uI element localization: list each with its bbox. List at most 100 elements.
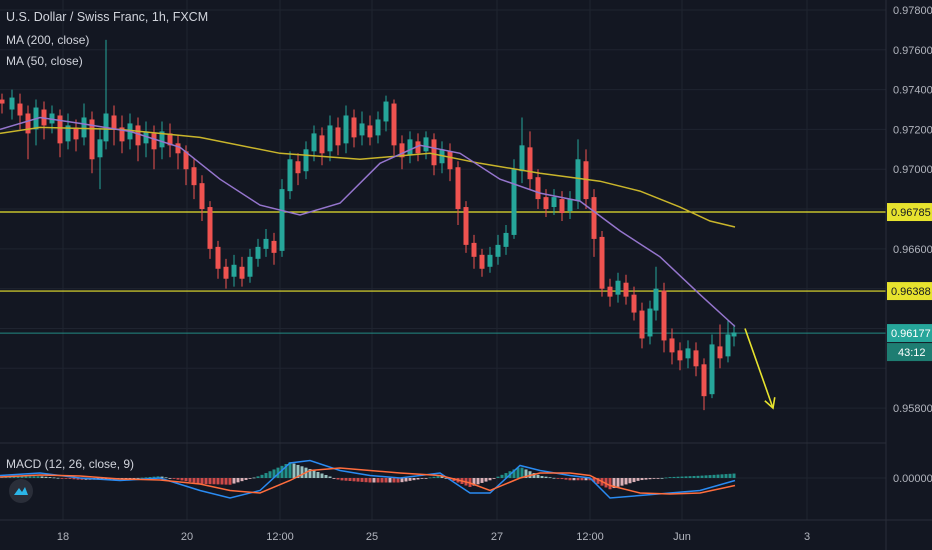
candle-21 [167,123,173,158]
tradingview-logo-icon[interactable] [9,479,33,503]
price-tick-label: 0.97600 [893,45,932,57]
macd-histogram-bar [556,478,560,479]
macd-histogram-bar [480,478,484,483]
candle-18 [143,121,149,158]
macd-histogram-bar [364,478,368,483]
ma50-legend[interactable]: MA (50, close) [6,54,83,68]
price-tick-label: 0.97200 [893,124,932,136]
candle-body [143,131,149,144]
candle-36 [287,151,293,200]
macd-histogram-bar [348,478,352,481]
candle-9 [73,119,79,152]
candle-body [551,197,557,208]
candle-body [343,115,349,144]
macd-histogram-bar [392,478,396,483]
candle-22 [175,135,181,170]
macd-histogram-bar [564,478,568,480]
macd-histogram-bar [156,476,160,478]
macd-histogram-bar [676,476,680,478]
macd-histogram-bar [148,476,152,478]
macd-histogram-bar [16,476,20,478]
candle-body [97,139,103,158]
time-tick-label: 12:00 [266,531,294,543]
macd-histogram-bar [104,478,108,480]
candle-body [479,254,485,269]
candle-31 [247,248,253,283]
candle-35 [279,179,285,257]
macd-histogram-bar [404,478,408,482]
macd-histogram-bar [368,478,372,483]
candle-58 [463,201,469,253]
macd-histogram-bar [244,478,248,480]
candle-body [559,199,565,214]
candle-body [471,242,477,257]
candle-87 [693,342,699,377]
candle-body [607,286,613,297]
candle-body [215,246,221,269]
candle-body [247,256,253,277]
price-axis[interactable]: 0.97800 0.97600 0.97400 0.97200 0.97000 0.966… [893,5,932,485]
macd-histogram-bar [276,467,280,478]
candle-90 [717,324,723,369]
macd-histogram-bar [132,478,136,479]
macd-panel [0,459,736,499]
price-tag-text: 0.96177 [891,328,931,340]
candle-body [647,308,653,337]
candle-body [653,288,659,311]
ma200-line [0,126,736,228]
macd-histogram-bar [200,478,204,484]
price-tag-bg [887,282,932,301]
horizontal-levels[interactable] [0,211,886,334]
candle-body [503,232,509,247]
time-tick-label: 27 [491,531,503,543]
macd-histogram-bar [516,467,520,478]
candle-30 [239,256,245,287]
candle-body [631,294,637,313]
candle-body [447,151,453,170]
candle-51 [407,131,413,164]
candle-46 [367,115,373,146]
macd-histogram-bar [696,475,700,478]
candle-53 [423,131,429,160]
candle-44 [351,109,357,148]
time-axis[interactable]: 18 20 12:00 25 27 12:00 Jun 3 [57,531,810,543]
candle-body [669,338,675,353]
macd-histogram-bar [552,477,556,479]
candle-89 [709,334,715,399]
macd-legend[interactable]: MACD (12, 26, close, 9) [6,457,135,471]
macd-histogram-bar [228,478,232,485]
macd-histogram-bar [388,478,392,483]
macd-histogram-bar [328,476,332,478]
candle-83 [661,282,667,353]
time-tick-label: 18 [57,531,69,543]
candle-79 [631,286,637,321]
candle-body [709,344,715,395]
price-tick-label: 0.96600 [893,244,932,256]
macd-histogram-bar [408,478,412,481]
candle-body [335,127,341,146]
macd-histogram-bar [60,478,64,479]
candle-body [407,139,413,156]
macd-histogram-bar [64,478,68,479]
candle-body [319,135,325,154]
macd-histogram-bar [344,478,348,481]
candle-body [567,199,573,212]
symbol-title[interactable]: U.S. Dollar / Swiss Franc, 1h, FXCM [6,10,209,24]
macd-histogram-bar [136,477,140,479]
macd-histogram-bar [308,469,312,478]
macd-histogram-bar [48,477,52,478]
arrow-shaft[interactable] [744,328,774,409]
macd-histogram-bar [372,478,376,483]
projection-arrow[interactable] [744,328,776,410]
macd-histogram-bar [568,478,572,481]
macd-histogram-bar [168,478,172,479]
macd-histogram-bar [324,475,328,478]
arrow-head[interactable] [764,397,776,410]
ma200-legend[interactable]: MA (200, close) [6,33,90,47]
macd-histogram-bar [240,478,244,482]
candle-41 [327,115,333,162]
price-tag-0.96177: 0.96177 43:12 [887,324,932,362]
candle-77 [615,272,621,303]
macd-histogram-bar [24,476,28,478]
